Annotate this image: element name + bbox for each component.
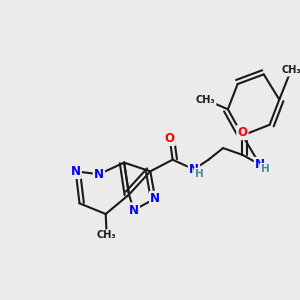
- Text: CH₃: CH₃: [97, 230, 116, 240]
- Text: N: N: [129, 204, 139, 217]
- Text: N: N: [189, 163, 199, 176]
- Text: N: N: [150, 192, 160, 205]
- Text: H: H: [195, 169, 204, 179]
- Text: CH₃: CH₃: [196, 94, 215, 105]
- Text: O: O: [237, 126, 248, 139]
- Text: N: N: [255, 158, 265, 171]
- Text: N: N: [70, 165, 81, 178]
- Text: H: H: [261, 164, 269, 174]
- Text: CH₃: CH₃: [281, 65, 300, 76]
- Text: O: O: [165, 132, 175, 145]
- Text: N: N: [94, 168, 104, 181]
